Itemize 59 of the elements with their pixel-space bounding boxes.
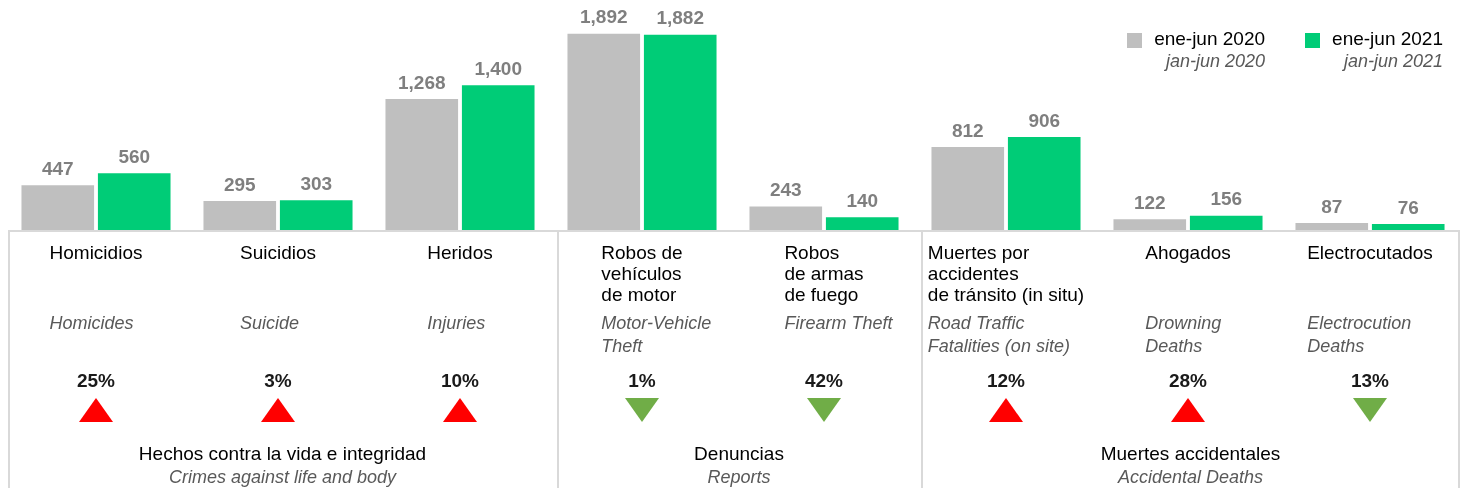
data-label: 1,882 [656, 7, 704, 29]
text: Suicide [239, 312, 300, 335]
text: Road Traffic Fatalities (on site) [927, 312, 1070, 358]
bar [749, 206, 823, 232]
data-label: 812 [951, 119, 984, 141]
data-label: 295 [223, 173, 257, 195]
text: Firearm Theft [784, 312, 893, 335]
bar [385, 99, 459, 232]
text: Muertes accidentales [1099, 442, 1282, 466]
bar [203, 201, 277, 232]
text: Accidental Deaths [1116, 466, 1265, 488]
text: Crimes against life and body [167, 466, 398, 488]
bar [279, 200, 353, 232]
bar [97, 173, 171, 232]
x-tick-label: Muertes por accidentes de tránsito (in situ) [927, 242, 1085, 305]
text: 3% [263, 370, 293, 392]
bar [1007, 137, 1081, 232]
text: 1% [627, 370, 657, 392]
data-label: 560 [118, 146, 151, 168]
x-tick-label: Robos de armas de fuego [784, 242, 864, 305]
bar [931, 146, 1005, 232]
x-tick-label: Homicidios [49, 242, 143, 263]
x-tick-label: Robos de vehículos de motor [601, 242, 683, 305]
data-label: 76 [1397, 196, 1419, 218]
text: 25% [76, 370, 116, 392]
legend-label: ene-jun 2021 jan-jun 2021 [1332, 28, 1443, 72]
x-tick-label: Electrocutados [1307, 242, 1433, 263]
data-label: 156 [1210, 188, 1243, 210]
data-label: 1,268 [398, 71, 446, 93]
data-label: 447 [41, 157, 74, 179]
text: 12% [986, 370, 1026, 392]
text: Reports [706, 466, 772, 488]
bar [567, 33, 641, 232]
text: Denuncias [693, 442, 785, 466]
text: Electrocution Deaths [1307, 312, 1412, 358]
text: 28% [1168, 370, 1208, 392]
data-label: 122 [1133, 191, 1166, 213]
data-label: 303 [300, 172, 333, 194]
text: Hechos contra la vida e integridad [137, 442, 428, 466]
bar [461, 85, 535, 232]
text: Motor-Vehicle Theft [601, 312, 712, 358]
text: 42% [804, 370, 844, 392]
bar [21, 185, 95, 232]
x-tick-label: Suicidios [239, 242, 317, 263]
x-tick-label: Ahogados [1145, 242, 1231, 263]
legend-label: ene-jun 2020 jan-jun 2020 [1154, 28, 1266, 72]
text: Injuries [427, 312, 486, 335]
text: 13% [1350, 370, 1390, 392]
text: 10% [440, 370, 480, 392]
data-label: 906 [1028, 109, 1061, 131]
data-label: 1,892 [580, 6, 628, 28]
data-label: 87 [1321, 195, 1343, 217]
data-label: 243 [769, 179, 802, 201]
text: Homicides [49, 312, 134, 335]
data-label: 140 [846, 190, 879, 212]
x-tick-label: Heridos [427, 242, 493, 263]
text: Drowning Deaths [1145, 312, 1222, 358]
bar [643, 34, 717, 232]
data-label: 1,400 [474, 58, 522, 80]
